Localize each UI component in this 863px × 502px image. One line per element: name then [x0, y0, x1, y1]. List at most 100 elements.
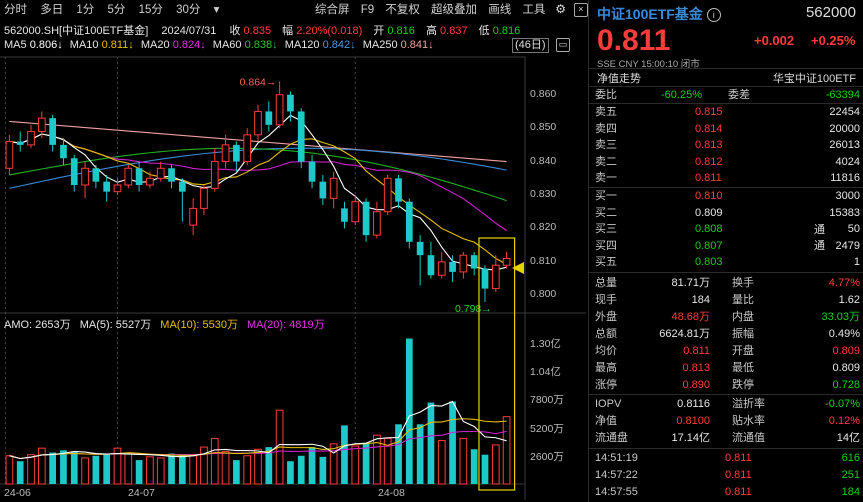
bid-level-label: 买四	[595, 239, 617, 252]
ask-row: 卖五 0.815 22454	[595, 104, 860, 120]
ma5-label: MA5	[4, 39, 27, 51]
volume-bar-up	[329, 443, 338, 485]
tools-toolbar: 综合屏 F9 不复权 超级叠加 画线 工具 ⚙ ×	[315, 1, 588, 19]
stat-label: 最高	[595, 362, 617, 374]
candle-body-up	[383, 177, 392, 213]
bid-price: 0.807	[695, 239, 723, 252]
volume-bar-up	[146, 456, 154, 485]
tick-time: 14:51:19	[595, 452, 638, 464]
stat-row: 涨停 0.890 跌停 0.728	[595, 377, 860, 393]
super-overlay-button[interactable]: 超级叠加	[431, 4, 478, 16]
candle-body-up	[329, 177, 338, 199]
period-count-badge[interactable]: (46日)	[512, 38, 549, 53]
draw-line-button[interactable]: 画线	[488, 4, 512, 16]
iopv-value: 0.8116	[677, 398, 710, 410]
candle-body-up	[27, 131, 35, 146]
security-code: 562000.SH[中证100ETF基金]	[4, 25, 149, 37]
price-tick: 0.840	[530, 154, 557, 167]
fund-full-name: 华宝中证100ETF	[772, 73, 856, 85]
iopv-label: 流通值	[732, 432, 765, 444]
open-label: 开	[373, 25, 385, 37]
candle-body-down	[308, 161, 316, 182]
volume-tick: 1.30亿	[530, 337, 561, 350]
no-adjust-button[interactable]: 不复权	[385, 4, 420, 16]
nav-trend-link[interactable]: 净值走势	[597, 73, 641, 85]
ma10-value: 0.811↓	[101, 39, 134, 51]
stat-value: 48.68万	[671, 311, 710, 323]
bid-volume: 3000	[835, 190, 860, 202]
stat-row: 均价 0.811 开盘 0.809	[595, 343, 860, 359]
ma20-value: 0.824↓	[172, 39, 206, 51]
expand-icon[interactable]: ▭	[556, 38, 570, 52]
volume-bar-down	[49, 452, 56, 484]
candle-body-down	[405, 201, 413, 242]
bid-price: 0.803	[695, 256, 723, 268]
candle-body-up	[351, 201, 360, 223]
stat-value: 0.890	[682, 379, 710, 391]
volume-bar-up	[5, 455, 14, 485]
tick-price: 0.811	[725, 486, 752, 498]
volume-tick: 1.04亿	[530, 366, 561, 379]
volume-bar-up	[113, 447, 122, 485]
tab-30min[interactable]: 30分	[176, 4, 201, 16]
tick-row: 14:57:55 0.811 184	[595, 484, 860, 500]
tick-volume: 184	[841, 486, 860, 498]
tab-5min[interactable]: 5分	[107, 4, 126, 16]
ask-level-label: 卖四	[595, 122, 617, 135]
candle-body-down	[395, 178, 402, 202]
stat-label: 涨停	[595, 379, 617, 391]
candle-body-up	[373, 211, 381, 236]
volume-bar-down	[395, 424, 402, 484]
ask-level-label: 卖三	[595, 139, 617, 151]
quote-date: 2024/07/31	[161, 25, 217, 37]
candle-body-up	[156, 167, 165, 179]
ma250-value: 0.841↓	[400, 39, 434, 51]
dropdown-arrow-icon[interactable]: ▾	[213, 4, 220, 16]
weibi-value: -60.25%	[661, 89, 702, 101]
composite-screen-button[interactable]: 综合屏	[315, 4, 350, 16]
volume-bar-down	[341, 425, 348, 484]
candle-body-down	[470, 255, 478, 269]
stat-label: 总量	[595, 277, 617, 289]
volume-bar-down	[287, 461, 294, 484]
tab-1min[interactable]: 1分	[76, 4, 95, 16]
bid-row: 买五 0.803 1	[595, 254, 860, 270]
volume-bar-down	[297, 455, 305, 484]
info-icon[interactable]: i	[706, 8, 721, 23]
bid-level-label: 买五	[595, 256, 617, 268]
tab-duori[interactable]: 多日	[40, 4, 64, 16]
f9-button[interactable]: F9	[360, 4, 375, 16]
bid-level-label: 买一	[595, 190, 617, 202]
chart-area: 分时 多日 1分 5分 15分 30分 ▾ 综合屏 F9 不复权 超级叠加 画线…	[0, 1, 588, 500]
candle-body-down	[427, 255, 435, 276]
iopv-value: -0.07%	[825, 398, 860, 410]
price-tick: 0.860	[530, 87, 557, 100]
tools-button[interactable]: 工具	[522, 4, 546, 16]
panel-title[interactable]: 中证100ETF基金 i	[597, 4, 721, 24]
volume-bar-down	[481, 454, 489, 484]
price-tick: 0.800	[530, 288, 557, 301]
candle-body-up	[502, 258, 511, 266]
ask-price: 0.813	[695, 139, 723, 151]
last-price: 0.811	[597, 24, 671, 57]
high-annotation: 0.864→	[240, 76, 277, 88]
iopv-value: 17.14亿	[671, 432, 710, 444]
candle-body-down	[168, 168, 175, 182]
settings-gear-icon[interactable]: ⚙	[555, 1, 567, 16]
quote-line: 562000.SH[中证100ETF基金] 2024/07/31 收 0.835…	[4, 22, 520, 38]
iopv-value: 0.8100	[676, 415, 710, 427]
candle-body-down	[416, 241, 424, 256]
candle-body-up	[459, 254, 468, 273]
stat-label: 开盘	[732, 345, 754, 357]
close-icon[interactable]: ×	[573, 2, 588, 17]
bid-row: 买二 0.809 15383	[595, 205, 860, 221]
price-tick: 0.810	[530, 254, 557, 267]
candle-body-down	[287, 94, 294, 112]
candle-body-down	[70, 158, 78, 185]
change-percent: +0.25%	[811, 33, 856, 48]
candle-body-up	[189, 207, 197, 226]
tab-15min[interactable]: 15分	[138, 4, 163, 16]
tab-fenshi[interactable]: 分时	[4, 4, 27, 16]
volume-bar-down	[265, 447, 273, 484]
vol-ma10-value: MA(10): 5530万	[160, 319, 238, 331]
